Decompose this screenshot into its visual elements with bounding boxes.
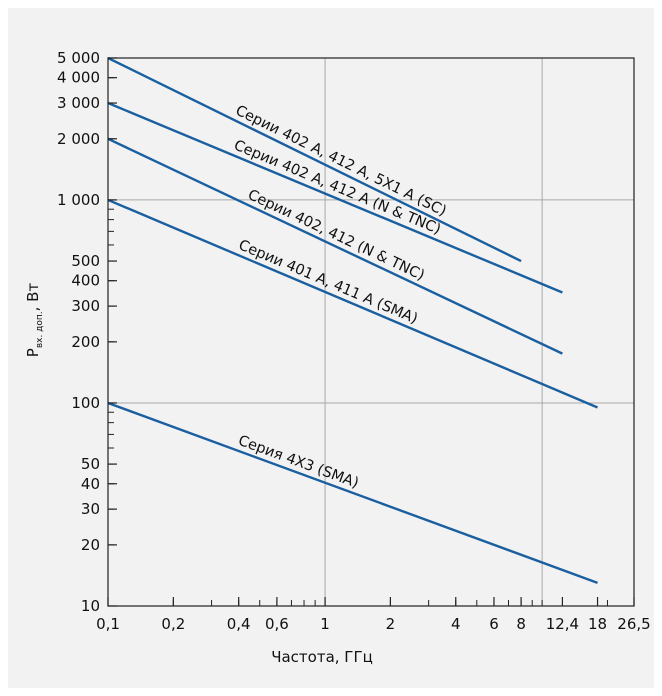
- x-tick-label: 18: [588, 615, 607, 633]
- series-label: Серии 401 А, 411 А (SMA): [236, 237, 420, 327]
- y-axis-title: Pвх. доп., Вт: [24, 283, 45, 358]
- x-tick-label: 0,4: [227, 615, 251, 633]
- x-axis-title: Частота, ГГц: [271, 648, 373, 666]
- y-tick-label: 300: [71, 297, 100, 315]
- chart-panel: 0,1 0,2 0,4 0,6 1 2 4 6 8 12,4 18 26,5 10 20 30 40 50 100…: [8, 8, 654, 688]
- series-layer: [107, 56, 599, 584]
- x-tick-label: 12,4: [546, 615, 579, 633]
- x-tick-label: 0,6: [265, 615, 289, 633]
- x-tick-label: 4: [451, 615, 461, 633]
- series-line: [107, 198, 599, 409]
- x-tick-label: 6: [489, 615, 499, 633]
- y-tick-label: 3 000: [57, 94, 100, 112]
- series-line: [107, 401, 598, 584]
- series-line: [107, 101, 563, 294]
- x-tick-label: 2: [386, 615, 396, 633]
- y-tick-label: 20: [81, 536, 100, 554]
- y-tick-label: 40: [81, 475, 100, 493]
- grid-layer: [108, 58, 634, 606]
- plot-frame: [107, 57, 635, 607]
- y-tick-label: 4 000: [57, 69, 100, 87]
- y-tick-label: 100: [71, 394, 100, 412]
- axis-layer: [107, 57, 635, 607]
- x-tick-label: 8: [516, 615, 526, 633]
- x-tick-label: 0,2: [161, 615, 185, 633]
- y-tick-label: 30: [81, 500, 100, 518]
- y-axis-title-sub: вх. доп.: [35, 311, 45, 348]
- series-line: [107, 137, 563, 355]
- y-tick-label: 5 000: [57, 49, 100, 67]
- x-tick-label: 1: [320, 615, 330, 633]
- y-tick-label: 50: [81, 455, 100, 473]
- y-tick-label: 400: [71, 272, 100, 290]
- chart-svg: 0,1 0,2 0,4 0,6 1 2 4 6 8 12,4 18 26,5 10 20 30 40 50 100…: [24, 49, 651, 666]
- y-tick-label: 10: [81, 597, 100, 615]
- label-layer: 0,1 0,2 0,4 0,6 1 2 4 6 8 12,4 18 26,5 10 20 30 40 50 100…: [57, 49, 651, 633]
- y-tick-label: 1 000: [57, 191, 100, 209]
- y-tick-label: 200: [71, 333, 100, 351]
- series-label: Серия 4X3 (SMA): [236, 433, 361, 492]
- series-line: [107, 56, 522, 263]
- x-tick-label: 0,1: [96, 615, 120, 633]
- y-tick-label: 2 000: [57, 130, 100, 148]
- x-tick-label: 26,5: [617, 615, 650, 633]
- y-axis-title-main: P: [24, 348, 42, 357]
- y-tick-label: 500: [71, 252, 100, 270]
- y-axis-title-unit: , Вт: [24, 283, 42, 312]
